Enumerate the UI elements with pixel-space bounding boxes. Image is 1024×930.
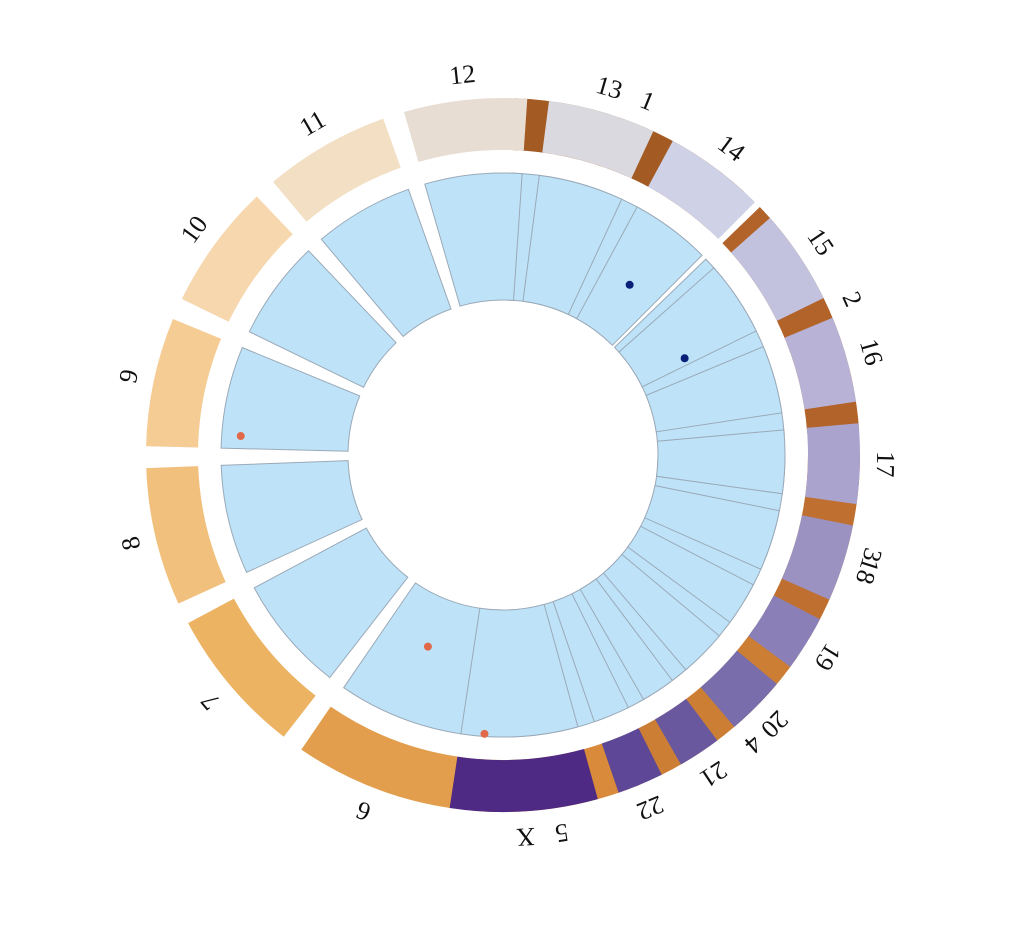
track-segment-20 (602, 553, 721, 671)
chromosome-label-19: 19 (809, 638, 847, 675)
chromosome-label-6: 6 (352, 795, 375, 827)
chromosome-segment-15 (731, 217, 824, 321)
chromosome-segment-6 (301, 706, 459, 809)
chromosome-segment-13 (542, 100, 654, 179)
chromosome-label-11: 11 (295, 104, 331, 142)
chromosome-label-7: 7 (195, 687, 226, 716)
chromosome-label-1: 1 (636, 85, 659, 117)
track-segment-8 (220, 460, 363, 574)
track-segment-19 (627, 525, 755, 624)
chromosome-label-14: 14 (712, 129, 750, 168)
track-segment-14 (576, 206, 703, 346)
data-point-14-3 (625, 280, 634, 289)
chromosome-segment-10 (181, 196, 293, 322)
chromosome-segment-21 (655, 698, 718, 765)
chromosome-label-16: 16 (854, 336, 889, 369)
track-segment-17 (655, 429, 786, 495)
chromosome-segment-12 (404, 98, 528, 162)
track-segment-6 (342, 582, 481, 735)
chromosome-label-10: 10 (175, 210, 214, 248)
chromosome-segment-22 (601, 728, 662, 793)
data-point-x-4 (480, 729, 489, 738)
chromosome-label-2: 2 (836, 287, 868, 311)
track-segment-18 (644, 485, 781, 570)
chromosome-label-15: 15 (801, 223, 840, 261)
track-segment-13 (522, 174, 623, 316)
chromosome-segment-14 (648, 140, 755, 239)
chromosome-label-17: 17 (871, 451, 901, 478)
chromosome-segment-20 (700, 650, 777, 727)
chromosome-segment-x (449, 749, 598, 813)
track-segment-21 (579, 578, 674, 701)
chromosome-label-22: 22 (633, 790, 668, 827)
data-point-9-2 (236, 432, 245, 441)
chromosome-segment-11 (273, 118, 401, 222)
track-segment-22 (552, 593, 630, 723)
track-segment-7 (253, 527, 409, 679)
track-segment-16 (645, 345, 783, 433)
data-point-2-0 (680, 354, 689, 363)
chromosome-segment-7 (188, 598, 316, 737)
data-points (236, 280, 689, 738)
chromosome-label-13: 13 (593, 70, 626, 105)
chromosome-ideogram (146, 98, 861, 813)
chromosome-label-20: 20 (755, 705, 794, 744)
chromosome-label-5: 5 (553, 818, 570, 849)
chromosome-label-x: X (515, 822, 536, 852)
track-segment-x (460, 603, 579, 738)
chromosome-segment-16 (784, 317, 856, 410)
inner-track (220, 172, 786, 738)
track-segment-15 (618, 267, 757, 388)
track-segment-10 (248, 250, 397, 388)
chromosome-segment-8 (146, 466, 226, 604)
track-segment-9 (220, 346, 361, 452)
track-segment-12 (424, 172, 523, 307)
chromosome-label-12: 12 (448, 59, 477, 91)
chromosome-segment-17 (805, 423, 861, 505)
data-point-6-1 (423, 642, 432, 651)
track-segment-11 (320, 188, 452, 338)
chromosome-label-8: 8 (115, 534, 146, 553)
chromosome-segment-18 (781, 515, 853, 600)
chromosome-label-9: 9 (113, 367, 144, 386)
chromosome-label-4: 4 (739, 729, 768, 759)
chromosome-segment-19 (748, 595, 820, 667)
chromosome-segment-9 (146, 318, 222, 448)
chromosome-label-21: 21 (695, 755, 733, 794)
